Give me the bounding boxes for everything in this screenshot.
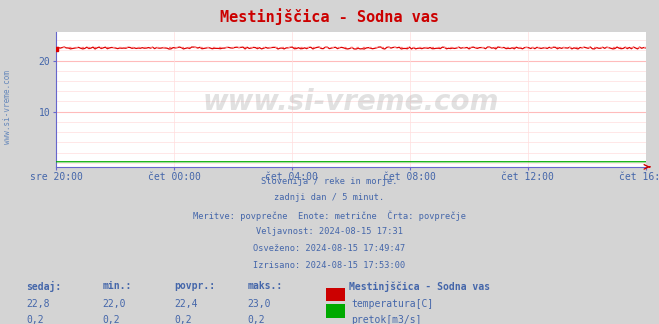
Text: 23,0: 23,0 [247, 299, 271, 309]
Text: zadnji dan / 5 minut.: zadnji dan / 5 minut. [274, 193, 385, 202]
Text: temperatura[C]: temperatura[C] [351, 299, 434, 309]
Text: pretok[m3/s]: pretok[m3/s] [351, 315, 422, 324]
Text: Slovenija / reke in morje.: Slovenija / reke in morje. [261, 177, 398, 186]
Text: min.:: min.: [102, 281, 132, 291]
Text: 0,2: 0,2 [26, 315, 44, 324]
Text: sedaj:: sedaj: [26, 281, 61, 292]
Text: www.si-vreme.com: www.si-vreme.com [3, 70, 13, 144]
Text: Mestinjščica - Sodna vas: Mestinjščica - Sodna vas [220, 8, 439, 25]
Text: 22,8: 22,8 [26, 299, 50, 309]
Text: 0,2: 0,2 [247, 315, 265, 324]
Text: 22,4: 22,4 [175, 299, 198, 309]
Text: Osveženo: 2024-08-15 17:49:47: Osveženo: 2024-08-15 17:49:47 [253, 244, 406, 253]
Text: maks.:: maks.: [247, 281, 282, 291]
Text: www.si-vreme.com: www.si-vreme.com [203, 88, 499, 116]
Text: povpr.:: povpr.: [175, 281, 215, 291]
Text: 22,0: 22,0 [102, 299, 126, 309]
Text: Izrisano: 2024-08-15 17:53:00: Izrisano: 2024-08-15 17:53:00 [253, 261, 406, 270]
Text: 0,2: 0,2 [102, 315, 120, 324]
Text: Mestinjščica - Sodna vas: Mestinjščica - Sodna vas [349, 281, 490, 292]
Text: 0,2: 0,2 [175, 315, 192, 324]
Text: Veljavnost: 2024-08-15 17:31: Veljavnost: 2024-08-15 17:31 [256, 227, 403, 236]
Text: Meritve: povprečne  Enote: metrične  Črta: povprečje: Meritve: povprečne Enote: metrične Črta:… [193, 210, 466, 221]
